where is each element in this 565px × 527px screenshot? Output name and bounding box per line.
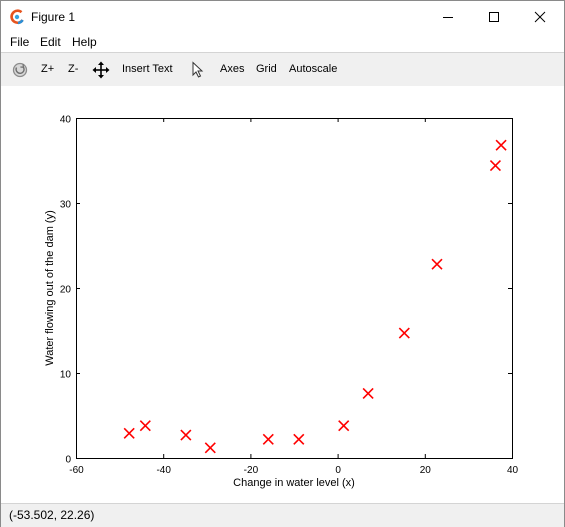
y-tick-label: 30 [60,200,72,211]
x-tick-label: -40 [156,465,171,476]
y-tick-label: 0 [65,455,71,466]
x-axis-label: Change in water level (x) [233,477,355,489]
x-tick-label: 0 [335,465,341,476]
menu-bar: File Edit Help [1,32,564,52]
y-tick-label: 40 [60,115,72,126]
data-point [139,420,151,432]
maximize-button[interactable] [471,1,517,32]
rotate-icon[interactable] [11,61,29,79]
figure-toolbar: Z+ Z- Insert Text Axes Grid Autoscale [1,52,564,87]
data-point [362,387,374,399]
data-points [123,139,507,454]
y-tick-label: 20 [60,285,72,296]
y-tick-label: 10 [60,370,72,381]
x-tick-label: -20 [244,465,259,476]
axis-tick-labels: -60 -40 -20 0 20 40 0 10 20 30 40 [60,115,519,477]
grid-button[interactable]: Grid [256,63,277,75]
axes-box [76,118,513,459]
data-point [293,433,305,445]
scatter-chart: -60 -40 -20 0 20 40 0 10 20 30 40 Change in water … [44,115,519,490]
data-point [204,442,216,454]
axes-button[interactable]: Axes [220,63,245,75]
title-bar[interactable]: Figure 1 [1,1,564,32]
status-bar: (-53.502, 22.26) [1,503,564,527]
axis-ticks [76,118,513,459]
menu-help[interactable]: Help [72,35,97,49]
minimize-icon [443,16,453,18]
zoom-in-button[interactable]: Z+ [41,63,55,75]
data-point [398,327,410,339]
y-axis-label: Water flowing out of the dam (y) [44,210,56,366]
pointer-icon[interactable] [191,61,205,79]
autoscale-button[interactable]: Autoscale [289,63,338,75]
x-tick-label: -60 [69,465,84,476]
data-point [180,429,192,441]
data-point [262,433,274,445]
window-title: Figure 1 [31,10,76,24]
maximize-icon [489,11,499,22]
insert-text-button[interactable]: Insert Text [122,63,173,75]
x-tick-label: 40 [507,465,519,476]
plot-canvas[interactable]: -60 -40 -20 0 20 40 0 10 20 30 40 Change in water … [1,86,564,503]
close-icon [534,11,546,22]
menu-file[interactable]: File [10,35,30,49]
minimize-button[interactable] [425,1,471,32]
data-point [123,427,135,439]
pan-icon[interactable] [92,61,110,79]
x-tick-label: 20 [420,465,432,476]
cursor-coordinates: (-53.502, 22.26) [9,508,95,522]
octave-app-icon [10,9,24,25]
close-button[interactable] [517,1,563,32]
data-point [489,160,501,172]
menu-edit[interactable]: Edit [40,35,61,49]
data-point [431,258,443,270]
data-point [338,420,350,432]
data-point [495,139,507,151]
zoom-out-button[interactable]: Z- [68,63,79,75]
